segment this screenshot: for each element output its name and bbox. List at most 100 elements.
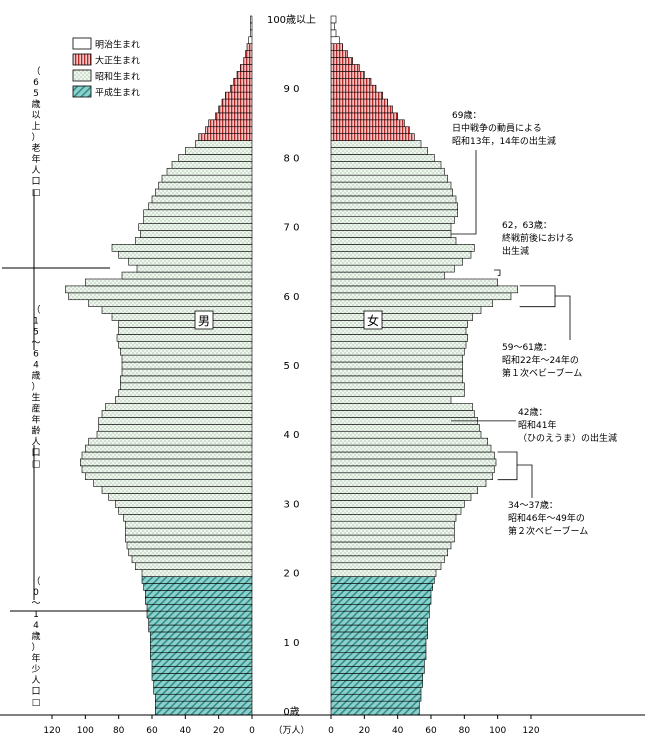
female-bar-age-65	[330, 257, 463, 266]
legend-label-meiji: 明治生まれ	[95, 39, 140, 51]
female-bar-age-63	[330, 271, 445, 280]
female-bar-age-81	[330, 147, 428, 155]
male-bar-age-98	[250, 29, 253, 38]
male-bar-age-18	[143, 583, 253, 591]
age-group-char: 5	[33, 328, 39, 338]
male-bar-age-23	[128, 548, 253, 557]
male-bar-age-34	[85, 472, 253, 480]
male-bar-age-4	[153, 680, 253, 688]
female-bar-age-5	[330, 673, 423, 681]
male-bar-age-90	[230, 84, 253, 93]
female-bar-age-37	[330, 451, 495, 460]
female-bar-age-69	[330, 230, 452, 238]
female-bar-age-14	[330, 610, 430, 619]
annotation-text: 終戦前後における	[502, 232, 574, 244]
age-group-char: 老	[31, 142, 40, 154]
female-bar-age-22	[330, 555, 445, 564]
age-group-char: 年	[31, 414, 40, 426]
male-bar-age-71	[143, 216, 253, 224]
age-tick-label: 8 0	[284, 153, 300, 164]
age-group-char: （	[31, 576, 40, 587]
male-bar-age-87	[218, 105, 253, 114]
age-group-char: 口	[31, 687, 40, 697]
legend-swatch-taisho	[72, 53, 92, 66]
female-bar-age-43	[330, 410, 475, 418]
male-bar-age-55	[118, 327, 253, 335]
annotation-bracket	[497, 451, 518, 481]
annotation-text: 出生減	[502, 245, 529, 257]
axes: 120 100 80 60 40 20 0 0 20 40 60 80 100 120（万人）男女	[0, 310, 645, 736]
male-bar-age-53	[118, 340, 253, 349]
x-tick-label-female: 100	[489, 726, 506, 736]
male-bar-age-16	[145, 597, 253, 605]
age-group-char: 年	[31, 652, 40, 664]
male-bar-age-19	[141, 576, 253, 584]
female-bar-age-48	[330, 375, 463, 384]
legend-label-heisei: 平成生まれ	[95, 87, 140, 99]
annotation-leader	[451, 150, 477, 235]
male-bar-age-88	[221, 98, 253, 107]
female-bar-age-38	[330, 444, 492, 453]
annotation-text: 日中戦争の動員による	[452, 122, 542, 134]
female-bar-age-18	[330, 583, 433, 591]
female-bar-age-6	[330, 666, 425, 674]
x-tick-label-male: 40	[180, 726, 192, 736]
annotation-leader	[555, 295, 571, 340]
male-bar-age-84	[205, 126, 253, 134]
age-group-char: 5	[33, 89, 39, 99]
age-group-char: 以	[31, 111, 40, 121]
age-tick-label: 9 0	[284, 84, 300, 95]
male-bar-age-27	[125, 520, 253, 529]
age-group-char: 年	[31, 153, 40, 165]
female-bar-age-55	[330, 327, 467, 335]
male-bar-age-49	[121, 368, 253, 377]
x-tick-label-female: 120	[522, 726, 539, 736]
age-group-char: （	[31, 66, 40, 77]
male-bar-age-77	[161, 174, 253, 183]
male-bar-age-17	[145, 590, 253, 598]
female-bar-age-60	[330, 292, 512, 301]
age-group-char: 少	[31, 664, 40, 675]
age-group-char: 6	[33, 350, 39, 360]
female-bar-age-19	[330, 576, 435, 584]
female-bar-age-57	[330, 313, 473, 321]
male-bar-age-28	[123, 513, 253, 522]
male-bar-age-81	[185, 147, 253, 155]
female-bar-age-44	[330, 403, 473, 411]
female-bar-age-33	[330, 479, 487, 487]
legend-swatch-heisei	[72, 85, 92, 98]
age-group-char: ～	[31, 339, 40, 349]
age-tick-label: 6 0	[284, 292, 300, 303]
female-bar-age-93	[330, 64, 360, 72]
age-group-char: 4	[33, 621, 39, 631]
male-bar-age-65	[128, 257, 253, 266]
age-tick-label: 1 0	[284, 638, 300, 649]
male-bar-age-31	[108, 493, 253, 501]
female-bar-age-16	[330, 597, 432, 605]
female-bar-age-85	[330, 119, 405, 128]
male-bar-age-36	[80, 458, 253, 467]
male-bar-age-43	[101, 410, 253, 418]
female-bar-age-7	[330, 659, 425, 667]
female-bar-age-89	[330, 91, 383, 100]
female-bar-age-40	[330, 430, 482, 439]
x-tick-label-male: 0	[249, 726, 255, 736]
female-bar-age-94	[330, 57, 353, 65]
male-bar-age-52	[120, 347, 253, 356]
female-bar-age-86	[330, 112, 398, 121]
female-bar-age-13	[330, 617, 428, 626]
male-bar-age-54	[116, 334, 253, 342]
male-bar-age-94	[243, 57, 253, 65]
female-bar-age-97	[330, 36, 340, 44]
male-bar-age-83	[198, 133, 253, 141]
male-bar-age-66	[118, 251, 253, 259]
female-bar-age-28	[330, 513, 457, 522]
x-tick-label-female: 40	[392, 726, 404, 736]
male-bar-age-56	[118, 320, 253, 328]
male-bar-age-62	[85, 278, 253, 287]
age-tick-label: 100歳以上	[267, 14, 316, 26]
male-bar-age-67	[111, 244, 253, 252]
female-bar-age-99	[330, 22, 335, 31]
female-bar-age-12	[330, 624, 428, 633]
